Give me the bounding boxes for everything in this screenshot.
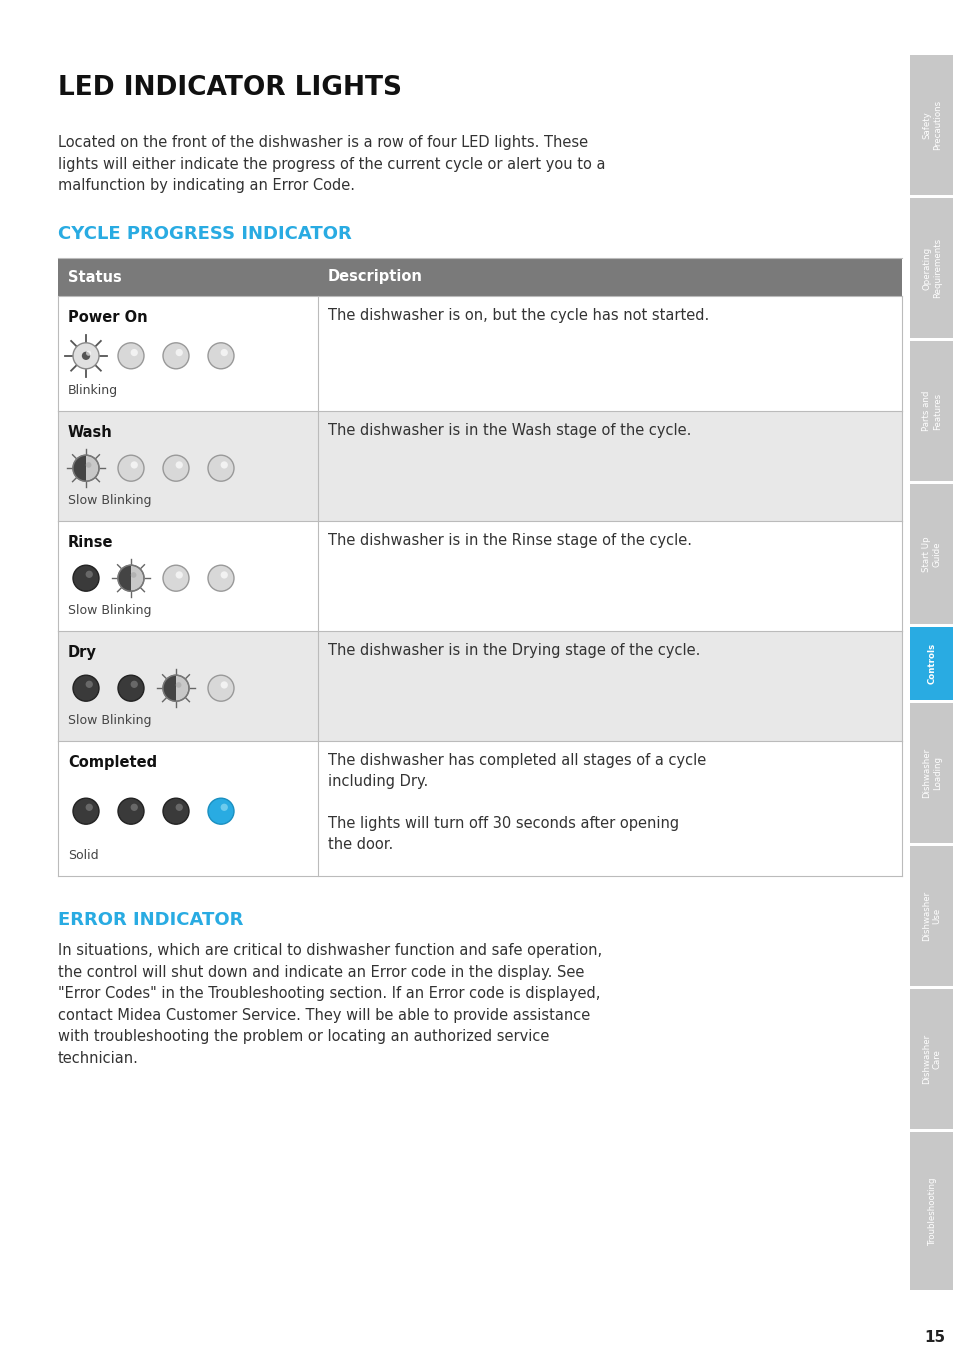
Text: Power On: Power On (68, 310, 148, 325)
Circle shape (131, 349, 138, 356)
Wedge shape (163, 676, 175, 701)
Text: The dishwasher is in the Rinse stage of the cycle.: The dishwasher is in the Rinse stage of … (328, 533, 691, 548)
Text: Safety
Precautions: Safety Precautions (922, 100, 941, 150)
Text: Controls: Controls (926, 643, 936, 684)
Circle shape (220, 349, 228, 356)
Text: Completed: Completed (68, 756, 157, 770)
Text: Dishwasher
Loading: Dishwasher Loading (922, 747, 941, 798)
Circle shape (208, 455, 233, 481)
FancyBboxPatch shape (909, 846, 953, 986)
FancyBboxPatch shape (58, 412, 901, 521)
FancyBboxPatch shape (909, 56, 953, 195)
Circle shape (175, 462, 183, 468)
Circle shape (163, 455, 189, 481)
Text: ERROR INDICATOR: ERROR INDICATOR (58, 911, 243, 929)
FancyBboxPatch shape (909, 703, 953, 844)
Circle shape (86, 462, 91, 468)
FancyBboxPatch shape (58, 259, 901, 297)
FancyBboxPatch shape (909, 483, 953, 624)
Circle shape (73, 676, 99, 701)
Circle shape (208, 799, 233, 825)
Circle shape (131, 573, 136, 578)
Text: Description: Description (328, 269, 422, 284)
Text: Rinse: Rinse (68, 535, 113, 550)
Text: The dishwasher is in the Drying stage of the cycle.: The dishwasher is in the Drying stage of… (328, 643, 700, 658)
Text: Dry: Dry (68, 645, 97, 659)
Circle shape (118, 455, 144, 481)
FancyBboxPatch shape (909, 627, 953, 700)
Text: Start Up
Guide: Start Up Guide (922, 536, 941, 571)
FancyBboxPatch shape (58, 521, 901, 631)
Circle shape (131, 681, 138, 688)
Text: Slow Blinking: Slow Blinking (68, 494, 152, 506)
Circle shape (131, 462, 138, 468)
Circle shape (118, 565, 144, 592)
Circle shape (175, 682, 181, 688)
Text: CYCLE PROGRESS INDICATOR: CYCLE PROGRESS INDICATOR (58, 225, 352, 242)
Circle shape (131, 804, 138, 811)
Text: Solid: Solid (68, 849, 98, 862)
FancyBboxPatch shape (58, 297, 901, 412)
Text: Blinking: Blinking (68, 385, 118, 397)
Circle shape (118, 799, 144, 825)
Text: In situations, which are critical to dishwasher function and safe operation,
the: In situations, which are critical to dis… (58, 942, 601, 1066)
FancyBboxPatch shape (58, 631, 901, 741)
Text: Parts and
Features: Parts and Features (922, 391, 941, 431)
Circle shape (73, 565, 99, 592)
Text: Wash: Wash (68, 425, 112, 440)
FancyBboxPatch shape (58, 741, 901, 876)
Circle shape (86, 351, 91, 356)
Circle shape (163, 799, 189, 825)
Circle shape (175, 804, 183, 811)
Circle shape (220, 681, 228, 689)
Text: The dishwasher has completed all stages of a cycle
including Dry.

The lights wi: The dishwasher has completed all stages … (328, 753, 705, 852)
Text: Slow Blinking: Slow Blinking (68, 714, 152, 727)
Wedge shape (73, 455, 86, 481)
Text: Troubleshooting: Troubleshooting (926, 1177, 936, 1246)
Text: Slow Blinking: Slow Blinking (68, 604, 152, 617)
Text: The dishwasher is on, but the cycle has not started.: The dishwasher is on, but the cycle has … (328, 307, 708, 324)
Circle shape (175, 571, 183, 578)
Circle shape (86, 681, 92, 688)
Circle shape (73, 455, 99, 481)
Circle shape (220, 804, 228, 811)
Circle shape (220, 571, 228, 578)
Text: LED INDICATOR LIGHTS: LED INDICATOR LIGHTS (58, 74, 401, 102)
Text: 15: 15 (923, 1331, 944, 1346)
Circle shape (208, 343, 233, 368)
Circle shape (82, 352, 91, 360)
Circle shape (163, 343, 189, 368)
Text: Status: Status (68, 269, 122, 284)
Circle shape (163, 565, 189, 592)
Text: Dishwasher
Care: Dishwasher Care (922, 1034, 941, 1085)
Circle shape (163, 676, 189, 701)
Text: Dishwasher
Use: Dishwasher Use (922, 891, 941, 941)
FancyBboxPatch shape (909, 988, 953, 1129)
Circle shape (118, 676, 144, 701)
Text: Located on the front of the dishwasher is a row of four LED lights. These
lights: Located on the front of the dishwasher i… (58, 135, 605, 194)
Circle shape (86, 570, 92, 578)
Circle shape (220, 462, 228, 468)
Circle shape (208, 676, 233, 701)
Circle shape (73, 799, 99, 825)
Text: The dishwasher is in the Wash stage of the cycle.: The dishwasher is in the Wash stage of t… (328, 422, 691, 437)
FancyBboxPatch shape (909, 198, 953, 338)
Circle shape (86, 804, 92, 811)
Circle shape (208, 565, 233, 592)
Circle shape (73, 343, 99, 368)
Wedge shape (118, 565, 131, 592)
Circle shape (118, 343, 144, 368)
Text: Operating
Requirements: Operating Requirements (922, 238, 941, 298)
Circle shape (175, 349, 183, 356)
FancyBboxPatch shape (909, 341, 953, 481)
FancyBboxPatch shape (909, 1132, 953, 1290)
